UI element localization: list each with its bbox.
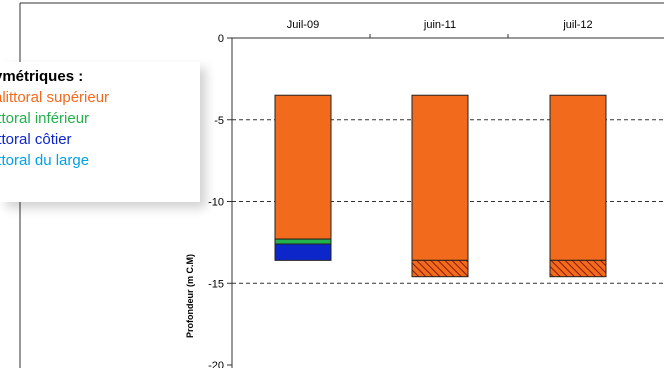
bar-segment bbox=[549, 94, 607, 261]
bar-segment bbox=[274, 238, 332, 245]
y-tick-label: 0 bbox=[218, 33, 224, 45]
x-tick-label: Juil-09 bbox=[287, 19, 319, 31]
legend-item-3: ittoral côtier bbox=[0, 131, 72, 148]
x-tick-label: juil-12 bbox=[562, 19, 592, 31]
bar-segment bbox=[411, 259, 469, 278]
legend-title: ymétriques : bbox=[0, 68, 84, 85]
y-tick-label: -20 bbox=[208, 360, 224, 368]
bar-segment bbox=[549, 259, 607, 278]
y-tick-label: -10 bbox=[208, 197, 224, 209]
y-tick-label: -5 bbox=[214, 115, 224, 127]
x-tick-label: juin-11 bbox=[423, 19, 456, 31]
bar-segment bbox=[274, 94, 332, 240]
bar-segment bbox=[274, 243, 332, 261]
y-tick-label: -15 bbox=[208, 278, 224, 290]
legend-box: ymétriques : alittoral supérieur ittoral… bbox=[0, 62, 200, 202]
legend-item-1: alittoral supérieur bbox=[0, 89, 110, 106]
legend-item-4: ittoral du large bbox=[0, 152, 90, 169]
legend-item-2: ittoral inférieur bbox=[0, 110, 90, 127]
bar-segment bbox=[411, 94, 469, 261]
y-axis-title: Profondeur (m C.M) bbox=[185, 254, 195, 338]
